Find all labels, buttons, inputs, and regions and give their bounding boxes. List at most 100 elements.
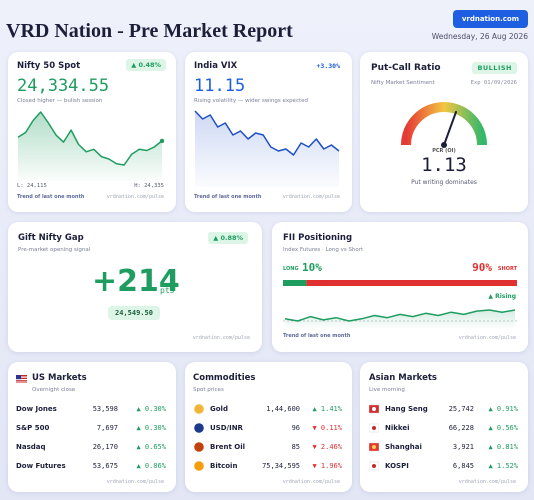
long-label: LONG xyxy=(283,266,299,272)
sparkline xyxy=(283,309,517,328)
short-bar xyxy=(306,280,517,286)
icon xyxy=(194,442,204,452)
row-name: Gold xyxy=(210,405,228,413)
icon xyxy=(194,423,204,433)
row-change: ▼ 0.11% xyxy=(312,424,342,432)
row-name: Bitcoin xyxy=(210,462,238,470)
source: vrdnation.com/pulse xyxy=(106,479,164,485)
icon xyxy=(194,461,204,471)
row-value: 7,697 xyxy=(96,424,118,432)
pcr-card: Put-Call Ratio BULLISH Nifty Market Sent… xyxy=(360,52,528,212)
row-change: ▼ 2.46% xyxy=(312,443,342,451)
row-icon xyxy=(194,461,204,471)
asian-markets-card: Asian Markets Live morning vrdnation.com… xyxy=(360,362,528,492)
high: H: 24,335 xyxy=(134,183,164,189)
row-name: Dow Futures xyxy=(16,462,66,470)
short-label: SHORT xyxy=(497,266,517,272)
subtitle: Index Futures · Long vs Short xyxy=(283,247,364,253)
gauge-arc xyxy=(401,102,487,146)
vix-card: India VIX +3.30% 11.15 Rising volatility… xyxy=(185,52,352,212)
sparkline-area xyxy=(18,112,162,181)
flag-mark xyxy=(372,464,376,468)
row-change: ▼ 1.96% xyxy=(312,462,342,470)
row-change: ▲ 0.91% xyxy=(488,405,518,413)
row-change: ▲ 0.30% xyxy=(136,424,166,432)
row-name: Dow Jones xyxy=(16,405,57,413)
sparkline-line xyxy=(17,111,163,166)
row-value: 6,845 xyxy=(452,462,474,470)
row-name: USD/INR xyxy=(210,424,243,432)
site-link[interactable]: vrdnation.com xyxy=(452,10,528,28)
row-change: ▲ 1.52% xyxy=(488,462,518,470)
sparkline-line xyxy=(194,110,340,156)
sparkline xyxy=(194,110,340,187)
trend-label: Trend of last one month xyxy=(17,194,85,200)
row-value: 53,598 xyxy=(92,405,118,413)
gauge xyxy=(401,102,487,148)
row-value: 75,34,595 xyxy=(262,462,300,470)
row-change: ▲ 0.30% xyxy=(136,405,166,413)
row-value: 85 xyxy=(291,443,300,451)
subtitle: Live morning xyxy=(369,387,405,393)
row-name: Hang Seng xyxy=(385,405,428,413)
flag-mark xyxy=(372,426,376,430)
subtitle: Pre-market opening signal xyxy=(18,247,91,253)
flag-mark xyxy=(372,445,376,449)
sparkline-area xyxy=(285,310,515,328)
row-value: 66,228 xyxy=(448,424,474,432)
pcr-value: 1.13 xyxy=(421,154,467,176)
card-title: FII Positioning xyxy=(283,233,353,243)
signal-badge: BULLISH xyxy=(472,62,517,74)
row-name: Nasdaq xyxy=(16,443,46,451)
change: +3.30% xyxy=(316,62,340,70)
short-value: 90% xyxy=(472,261,492,274)
source: vrdnation.com/pulse xyxy=(282,194,340,200)
row-icon xyxy=(369,442,379,452)
long-bar xyxy=(283,280,307,286)
row-icon xyxy=(194,423,204,433)
flag-icon xyxy=(16,375,27,383)
price: 24,334.55 xyxy=(17,76,110,96)
row-change: ▲ 1.41% xyxy=(312,405,342,413)
card-title: India VIX xyxy=(194,61,238,71)
card-title: Commodities xyxy=(193,373,256,383)
row-value: 1,44,600 xyxy=(266,405,300,413)
us-markets-card: US Markets Overnight close vrdnation.com… xyxy=(8,362,176,492)
row-name: S&P 500 xyxy=(16,424,50,432)
flag-mark xyxy=(372,407,376,411)
row-name: KOSPI xyxy=(385,462,409,470)
row-icon xyxy=(369,423,379,433)
note: Closed higher — bulish session xyxy=(17,98,103,104)
trend-label: Trend of last one month xyxy=(194,194,262,200)
row-name: Shanghai xyxy=(385,443,422,451)
gap-unit: pts xyxy=(160,286,175,295)
low: L: 24,115 xyxy=(17,183,47,189)
row-name: Brent Oil xyxy=(210,443,246,451)
row-change: ▲ 0.56% xyxy=(488,424,518,432)
subtitle: Nifty Market Sentiment xyxy=(371,80,435,86)
level-pill: 24,549.50 xyxy=(108,306,160,320)
card-title: Gift Nifty Gap xyxy=(18,233,84,243)
row-value: 53,675 xyxy=(92,462,118,470)
source: vrdnation.com/pulse xyxy=(106,194,164,200)
subtitle: Overnight close xyxy=(32,387,76,393)
long-short-bar xyxy=(283,280,517,286)
row-value: 96 xyxy=(291,424,300,432)
needle-hub xyxy=(441,142,447,148)
row-name: Nikkei xyxy=(385,424,410,432)
card-title: Nifty 50 Spot xyxy=(17,61,81,71)
source: vrdnation.com/pulse xyxy=(282,479,340,485)
report-date: Wednesday, 26 Aug 2026 xyxy=(431,32,528,41)
note: Rising volatility — wider swings expecte… xyxy=(194,98,309,104)
row-value: 25,742 xyxy=(448,405,474,413)
change-badge: ▲ 0.88% xyxy=(208,232,248,244)
gauge-needle xyxy=(443,111,457,146)
direction: ▲ Rising xyxy=(488,293,516,300)
sparkline-line xyxy=(284,309,516,322)
gap-value: +214 xyxy=(92,264,180,299)
gift-card: Gift Nifty Gap ▲ 0.88% Pre-market openin… xyxy=(8,222,262,352)
row-change: ▲ 0.65% xyxy=(136,443,166,451)
row-value: 3,921 xyxy=(452,443,474,451)
